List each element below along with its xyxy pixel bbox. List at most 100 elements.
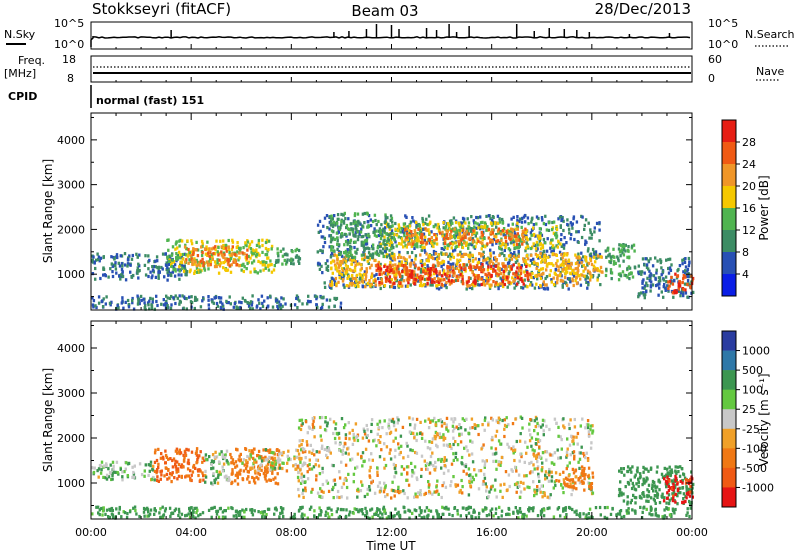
range-cell xyxy=(321,249,324,253)
range-cell xyxy=(614,261,617,265)
range-cell xyxy=(495,419,498,423)
range-cell xyxy=(249,466,252,470)
range-cell xyxy=(193,306,196,311)
range-cell xyxy=(430,254,433,258)
range-cell xyxy=(459,225,462,229)
range-cell xyxy=(306,302,309,306)
range-cell xyxy=(497,227,501,231)
range-cell xyxy=(442,433,445,437)
range-cell xyxy=(526,244,529,248)
range-cell xyxy=(508,265,511,269)
range-cell xyxy=(585,240,588,245)
range-cell xyxy=(375,234,378,238)
range-cell xyxy=(639,291,643,295)
range-cell xyxy=(583,274,586,278)
range-cell xyxy=(592,250,596,254)
range-cell xyxy=(130,257,134,261)
range-cell xyxy=(493,488,497,492)
range-cell xyxy=(398,253,401,257)
range-cell xyxy=(373,258,376,262)
range-cell xyxy=(352,432,355,436)
range-cell xyxy=(416,273,419,277)
range-cell xyxy=(458,223,461,227)
range-cell xyxy=(656,259,659,263)
range-cell xyxy=(157,465,160,470)
range-cell xyxy=(415,417,419,421)
range-cell xyxy=(550,250,553,254)
range-cell xyxy=(187,474,190,478)
range-cell xyxy=(570,233,573,237)
range-cell xyxy=(193,298,197,302)
range-cell xyxy=(215,301,219,306)
range-cell xyxy=(169,306,173,310)
range-cell xyxy=(107,275,110,279)
range-cell xyxy=(479,266,482,270)
range-cell xyxy=(493,452,497,456)
range-cell xyxy=(255,252,259,257)
range-cell xyxy=(166,477,169,481)
range-cell xyxy=(376,246,379,250)
range-cell xyxy=(391,256,395,260)
range-cell xyxy=(346,447,349,451)
range-cell xyxy=(547,228,551,232)
range-cell xyxy=(100,468,103,472)
range-cell xyxy=(239,305,242,310)
range-cell xyxy=(536,234,539,238)
range-cell xyxy=(308,462,311,467)
range-cell xyxy=(148,307,151,311)
range-cell xyxy=(476,261,480,265)
range-cell xyxy=(532,480,535,484)
range-cell xyxy=(215,264,218,269)
range-cell xyxy=(507,223,510,227)
range-cell xyxy=(507,254,511,258)
range-cell xyxy=(189,469,192,473)
range-cell xyxy=(505,275,509,280)
range-cell xyxy=(350,262,354,266)
range-cell xyxy=(585,275,588,279)
range-cell xyxy=(151,468,155,472)
range-cell xyxy=(440,457,443,462)
range-cell xyxy=(170,294,173,299)
range-cell xyxy=(320,438,323,442)
range-cell xyxy=(213,252,217,256)
range-cell xyxy=(436,255,439,260)
range-cell xyxy=(298,439,301,443)
range-cell xyxy=(274,462,278,466)
range-cell xyxy=(336,236,339,240)
range-cell xyxy=(626,255,629,259)
range-cell xyxy=(272,268,276,272)
range-cell xyxy=(296,475,300,479)
colorbar-tick-label: 20 xyxy=(742,180,756,193)
range-cell xyxy=(362,273,366,277)
range-cell xyxy=(547,472,550,476)
range-cell xyxy=(352,436,355,440)
range-cell xyxy=(383,457,386,461)
range-cell xyxy=(389,218,392,222)
range-cell xyxy=(356,247,359,251)
range-cell xyxy=(331,236,335,240)
range-cell xyxy=(449,257,452,261)
range-cell xyxy=(281,461,284,465)
range-cell xyxy=(218,258,221,262)
range-cell xyxy=(419,241,423,245)
range-cell xyxy=(452,475,455,479)
range-cell xyxy=(369,465,372,469)
range-cell xyxy=(323,281,326,285)
range-cell xyxy=(592,255,596,259)
range-cell xyxy=(383,264,386,268)
range-cell xyxy=(93,466,96,470)
range-cell xyxy=(336,213,340,217)
range-cell xyxy=(312,419,315,423)
range-cell xyxy=(102,267,106,271)
range-cell xyxy=(405,266,409,270)
range-cell xyxy=(332,278,336,282)
range-cell xyxy=(357,234,360,238)
range-cell xyxy=(461,485,464,489)
range-cell xyxy=(419,277,422,281)
range-cell xyxy=(561,283,564,288)
range-cell xyxy=(433,280,436,284)
range-cell xyxy=(186,239,189,243)
range-cell xyxy=(596,278,599,282)
range-cell xyxy=(526,216,530,220)
range-cell xyxy=(238,264,241,268)
